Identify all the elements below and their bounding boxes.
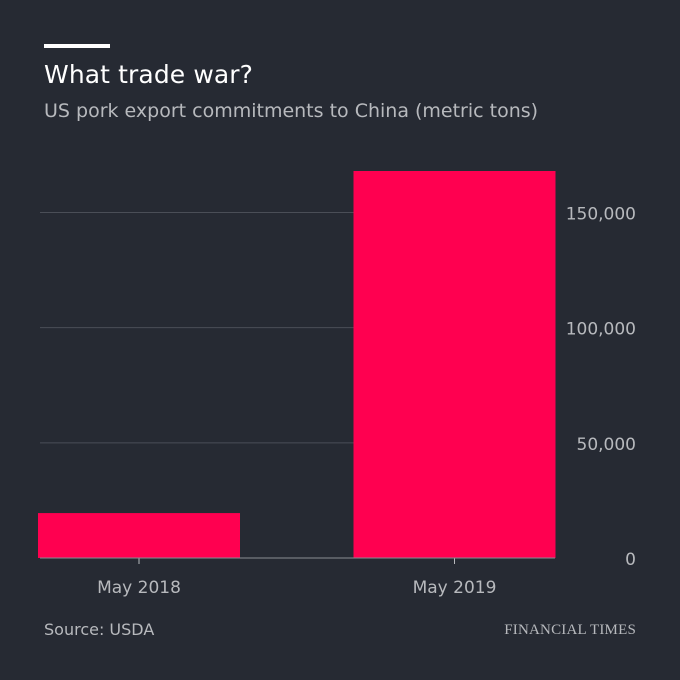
y-tick-label: 100,000 xyxy=(566,320,636,340)
x-tick-label: May 2018 xyxy=(97,578,181,598)
x-tick-label: May 2019 xyxy=(413,578,497,598)
top-rule xyxy=(44,44,110,48)
source-note: Source: USDA xyxy=(44,620,155,639)
y-tick-label: 150,000 xyxy=(566,204,636,224)
chart-title: What trade war? xyxy=(44,60,254,89)
brand-logo: FINANCIAL TIMES xyxy=(504,622,636,638)
y-tick-label: 0 xyxy=(625,550,636,570)
y-tick-label: 50,000 xyxy=(577,435,636,455)
bar xyxy=(38,513,240,558)
bar xyxy=(353,171,556,558)
chart-subtitle: US pork export commitments to China (met… xyxy=(44,100,539,122)
bar-chart: 0 50,000 100,000 150,000 May 2018 May 2019 xyxy=(38,171,636,598)
